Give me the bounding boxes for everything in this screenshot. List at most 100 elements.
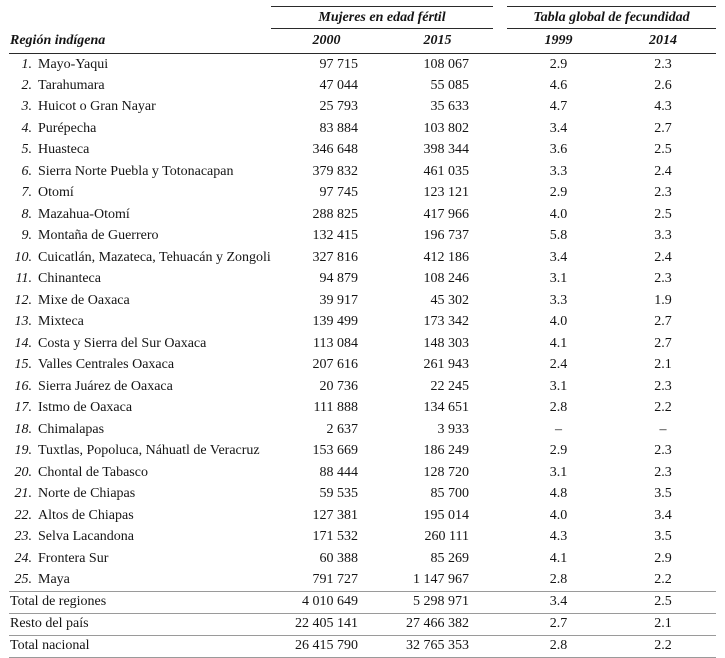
row-number: 25. xyxy=(14,572,33,587)
fertility-1999-value: 5.8 xyxy=(549,228,568,244)
region-name-cell: 2. Tarahumara xyxy=(9,75,271,97)
table-row: 16. Sierra Juárez de Oaxaca 20 736 22 245 3.… xyxy=(9,376,716,398)
region-name: Maya xyxy=(38,572,70,587)
fertility-1999-value: 2.8 xyxy=(549,400,568,416)
fertility-2014-value: 2.3 xyxy=(654,464,672,480)
region-name-cell: 9. Montaña de Guerrero xyxy=(9,226,271,248)
column-gap xyxy=(493,75,507,97)
region-name: Huicot o Gran Nayar xyxy=(38,99,156,115)
women-2000-value: 22 405 141 xyxy=(271,612,382,635)
fertility-1999-value: – xyxy=(555,421,562,437)
table-row: 24. Frontera Sur 60 388 85 269 4.1 2.9 xyxy=(9,548,716,570)
region-name-cell: 13. Mixteca xyxy=(9,312,271,334)
fertility-1999-value: 4.8 xyxy=(549,486,568,502)
women-2015-value: 412 186 xyxy=(423,249,470,265)
column-gap xyxy=(493,398,507,420)
women-2000-value: 346 648 xyxy=(312,142,359,158)
column-gap xyxy=(493,312,507,334)
region-name-cell: 8. Mazahua-Otomí xyxy=(9,204,271,226)
table-row: 18. Chimalapas 2 637 3 933 – – xyxy=(9,419,716,441)
column-gap xyxy=(493,226,507,248)
region-name: Chinanteca xyxy=(38,271,101,287)
region-name-cell: 23. Selva Lacandona xyxy=(9,527,271,549)
women-2015-value: 260 111 xyxy=(424,529,469,545)
fertility-2014-value: 1.9 xyxy=(654,292,672,308)
region-name-cell: 15. Valles Centrales Oaxaca xyxy=(9,355,271,377)
column-gap xyxy=(493,612,507,635)
fertility-1999-value: 4.1 xyxy=(549,335,568,351)
women-2000-value: 171 532 xyxy=(312,529,359,545)
women-2015-value: 108 246 xyxy=(423,271,470,287)
region-name: Chimalapas xyxy=(38,421,105,437)
women-2000-value: 97 745 xyxy=(319,185,359,201)
region-name: Costa y Sierra del Sur Oaxaca xyxy=(38,335,207,351)
region-name: Mixe de Oaxaca xyxy=(38,292,130,308)
region-name-cell: 4. Purépecha xyxy=(9,118,271,140)
region-name-cell: 22. Altos de Chiapas xyxy=(9,505,271,527)
region-name-cell: 10. Cuicatlán, Mazateca, Tehuacán y Zongo… xyxy=(9,247,272,269)
fertility-2014-value: 3.5 xyxy=(654,529,672,545)
fertility-1999-value: 2.7 xyxy=(507,612,610,635)
fertility-2014-value: 2.7 xyxy=(654,120,672,136)
column-gap xyxy=(493,269,507,291)
women-2000-value: 4 010 649 xyxy=(271,590,382,613)
women-2015-value: 461 035 xyxy=(423,163,470,179)
fertility-1999-value: 3.4 xyxy=(507,590,610,613)
fertility-2014-value: 2.1 xyxy=(610,612,717,635)
women-2000-value: 127 381 xyxy=(312,507,359,523)
region-name: Total nacional xyxy=(10,638,90,653)
women-2000-value: 153 669 xyxy=(312,443,359,459)
fertility-1999-value: 4.6 xyxy=(549,77,568,93)
fertility-2014-value: 2.7 xyxy=(654,314,672,330)
women-2015-value: 32 765 353 xyxy=(382,634,493,658)
region-name: Sierra Juárez de Oaxaca xyxy=(38,378,173,394)
women-2000-value: 327 816 xyxy=(312,249,359,265)
table-row: 14. Costa y Sierra del Sur Oaxaca 113 084 1… xyxy=(9,333,716,355)
column-gap xyxy=(493,548,507,570)
region-name-cell: 16. Sierra Juárez de Oaxaca xyxy=(9,376,271,398)
row-number: 5. xyxy=(21,142,33,158)
column-gap xyxy=(493,290,507,312)
region-name: Total de regiones xyxy=(10,594,107,609)
women-2000-value: 132 415 xyxy=(312,228,359,244)
row-number: 1. xyxy=(21,56,33,72)
region-name-cell: 25. Maya xyxy=(9,570,271,592)
fertility-2014-value: 2.5 xyxy=(654,206,672,222)
region-name: Mazahua-Otomí xyxy=(38,206,130,222)
table-row: 25. Maya 791 727 1 147 967 2.8 2.2 xyxy=(9,570,716,592)
region-name-cell: 18. Chimalapas xyxy=(9,419,271,441)
fertility-1999-value: 3.3 xyxy=(549,292,568,308)
women-2015-value: 173 342 xyxy=(423,314,470,330)
table-row: 7. Otomí 97 745 123 121 2.9 2.3 xyxy=(9,183,716,205)
women-2015-value: 261 943 xyxy=(423,357,470,373)
region-column-header: Región indígena xyxy=(9,28,271,54)
column-gap xyxy=(493,570,507,592)
fertility-1999-value: 3.1 xyxy=(549,271,568,287)
region-name: Mayo-Yaqui xyxy=(38,56,109,72)
column-header-row: Región indígena 2000 2015 1999 2014 xyxy=(9,28,717,54)
region-name-cell: 14. Costa y Sierra del Sur Oaxaca xyxy=(9,333,271,355)
table-row: 12. Mixe de Oaxaca 39 917 45 302 3.3 1.9 xyxy=(9,290,716,312)
region-name: Altos de Chiapas xyxy=(38,507,134,523)
table-row: 5. Huasteca 346 648 398 344 3.6 2.5 xyxy=(9,140,716,162)
fertility-1999-value: 2.8 xyxy=(507,634,610,658)
fertility-2014-value: 2.5 xyxy=(654,142,672,158)
row-number: 18. xyxy=(14,421,33,437)
region-name-cell: Total nacional xyxy=(9,634,271,658)
fertility-2014-value: – xyxy=(659,421,667,437)
fertility-2014-value: 2.2 xyxy=(610,634,717,658)
column-gap xyxy=(493,462,507,484)
women-2015-value: 85 269 xyxy=(430,550,470,566)
women-2015-value: 108 067 xyxy=(423,56,470,72)
region-name-cell: 11. Chinanteca xyxy=(9,269,271,291)
row-number: 2. xyxy=(21,77,33,93)
women-2000-value: 97 715 xyxy=(319,56,359,72)
column-gap xyxy=(493,419,507,441)
fertility-1999-value: 4.0 xyxy=(549,206,568,222)
table-row: 23. Selva Lacandona 171 532 260 111 4.3 3.5 xyxy=(9,527,716,549)
fertility-2014-value: 3.3 xyxy=(654,228,672,244)
row-number: 11. xyxy=(15,271,32,287)
column-gap xyxy=(493,161,507,183)
women-2000-value: 83 884 xyxy=(319,120,359,136)
region-header-spacer xyxy=(9,7,271,29)
